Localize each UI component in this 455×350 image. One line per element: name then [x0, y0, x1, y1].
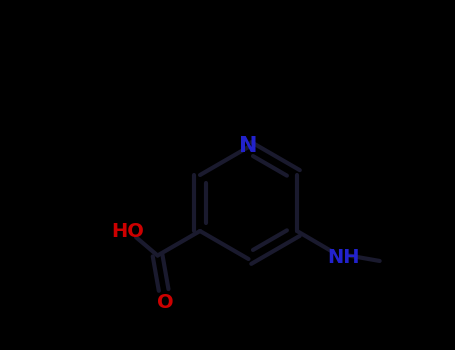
Text: O: O	[157, 293, 174, 312]
Text: HO: HO	[111, 222, 144, 241]
Text: N: N	[239, 136, 258, 156]
Text: NH: NH	[327, 248, 359, 267]
